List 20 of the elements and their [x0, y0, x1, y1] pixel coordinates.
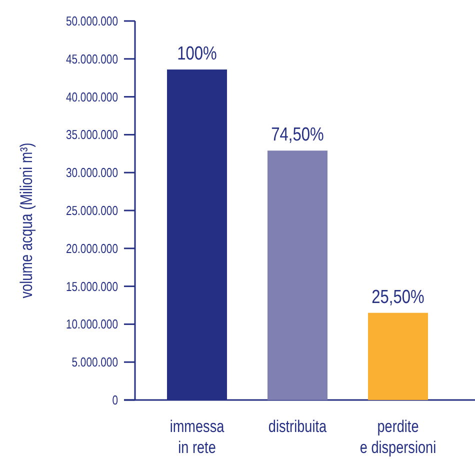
- y-tick-label: 30.000.000: [66, 166, 118, 180]
- y-axis-title: volume acqua (Milioni m³): [18, 142, 36, 298]
- x-tick-label: perdite e dispersioni: [360, 418, 436, 458]
- y-tick-label: 10.000.000: [66, 318, 118, 332]
- y-tick-label: 45.000.000: [66, 52, 118, 67]
- bar: [268, 150, 328, 400]
- annotation: 100%: [177, 42, 217, 64]
- bar: [368, 312, 428, 400]
- y-tick-label: 0: [112, 394, 118, 408]
- x-tick-label: distribuita: [268, 418, 327, 436]
- y-tick-label: 40.000.000: [66, 90, 118, 105]
- annotation: 25,50%: [372, 285, 424, 308]
- y-tick-label: 5.000.000: [72, 356, 118, 370]
- y-tick-label: 50.000.000: [66, 14, 118, 29]
- y-tick-label: 20.000.000: [66, 242, 118, 256]
- y-tick-label: 35.000.000: [66, 128, 118, 143]
- annotation: 74,50%: [271, 123, 324, 145]
- y-tick-label: 25.000.000: [66, 204, 118, 218]
- x-tick-label: immessa in rete: [170, 418, 225, 458]
- y-tick-label: 15.000.000: [66, 280, 118, 294]
